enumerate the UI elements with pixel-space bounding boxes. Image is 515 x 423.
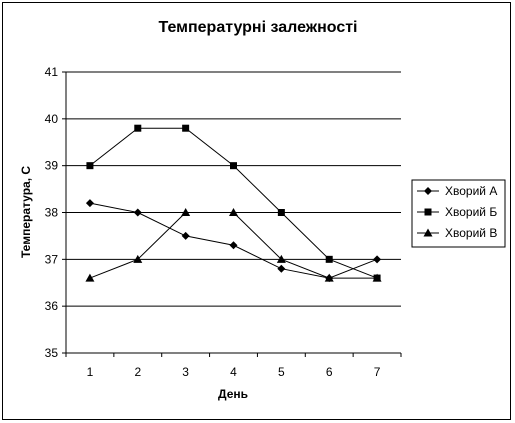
x-tick-label: 5 bbox=[278, 365, 285, 379]
data-point bbox=[133, 208, 142, 217]
y-tick-label: 41 bbox=[45, 65, 59, 79]
legend-marker bbox=[424, 187, 432, 195]
data-point bbox=[134, 124, 142, 132]
y-axis-label: Температура, С bbox=[19, 166, 33, 258]
chart-title: Температурні залежності bbox=[158, 19, 357, 36]
data-point bbox=[182, 124, 190, 132]
y-tick-label: 36 bbox=[45, 299, 59, 313]
data-point bbox=[373, 255, 382, 264]
data-point bbox=[229, 208, 238, 216]
legend-label: Хворий Б bbox=[445, 205, 497, 219]
data-point bbox=[85, 273, 95, 282]
axes bbox=[62, 71, 402, 357]
legend: Хворий А Хворий Б Хворий В bbox=[411, 179, 506, 248]
data-point bbox=[230, 162, 237, 170]
data-point bbox=[277, 209, 285, 216]
data-point bbox=[181, 208, 191, 216]
legend-label: Хворий А bbox=[445, 184, 497, 198]
y-tick-label: 40 bbox=[45, 112, 59, 126]
series-line bbox=[89, 127, 378, 279]
y-tick-label: 39 bbox=[45, 159, 59, 173]
y-tick-label: 35 bbox=[45, 346, 59, 360]
x-tick-labels: 1 2 3 4 5 6 7 bbox=[87, 365, 381, 379]
x-tick-label: 2 bbox=[134, 365, 141, 379]
x-tick-label: 7 bbox=[374, 365, 381, 379]
data-point bbox=[276, 254, 286, 263]
y-tick-label: 37 bbox=[45, 252, 59, 266]
legend-marker bbox=[423, 228, 433, 237]
series-2 bbox=[86, 124, 381, 282]
data-point bbox=[229, 241, 238, 250]
grid-lines bbox=[66, 71, 401, 307]
legend-marker bbox=[424, 208, 432, 216]
data-point bbox=[324, 273, 334, 282]
legend-item: Хворий Б bbox=[417, 205, 497, 219]
y-tick-labels: 35 36 37 38 39 40 41 bbox=[45, 65, 59, 360]
series-3 bbox=[85, 208, 382, 282]
legend-item: Хворий А bbox=[417, 184, 497, 198]
data-point bbox=[181, 231, 190, 240]
legend-item: Хворий В bbox=[417, 226, 497, 240]
data-point bbox=[133, 254, 143, 263]
series-group bbox=[85, 124, 382, 283]
y-tick-label: 38 bbox=[45, 206, 59, 220]
legend-label: Хворий В bbox=[445, 226, 497, 240]
data-point bbox=[86, 162, 94, 170]
x-tick-label: 1 bbox=[87, 365, 94, 379]
x-axis-label: День bbox=[218, 387, 248, 401]
x-tick-label: 4 bbox=[230, 365, 237, 379]
data-point bbox=[325, 255, 333, 263]
data-point bbox=[277, 264, 286, 273]
data-point bbox=[85, 199, 94, 208]
data-point bbox=[372, 273, 382, 282]
x-tick-label: 6 bbox=[326, 365, 333, 379]
x-tick-label: 3 bbox=[182, 365, 189, 379]
